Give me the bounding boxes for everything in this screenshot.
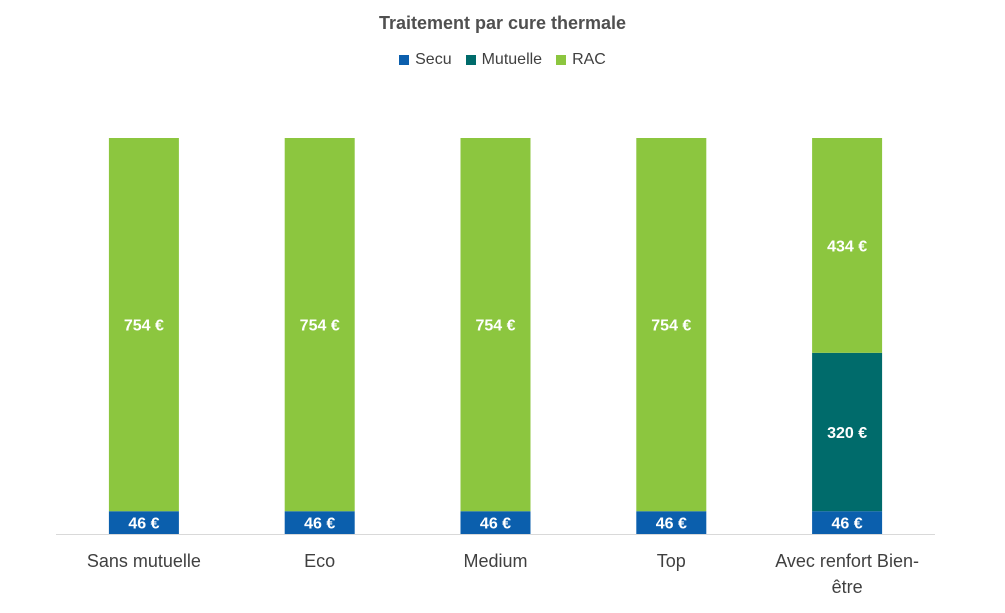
- chart-title: Traitement par cure thermale: [378, 13, 627, 33]
- category-label-2: Medium: [463, 551, 527, 571]
- category-label-4-line-0: Avec renfort Bien-: [775, 551, 919, 571]
- data-label-rac-2: 754 €: [475, 318, 515, 335]
- data-label-secu-3: 46 €: [656, 516, 687, 533]
- data-label-secu-1: 46 €: [304, 516, 335, 533]
- bar-rac-2: [460, 138, 531, 512]
- bar-mutuelle-4: [812, 352, 883, 512]
- bar-secu-2: [460, 511, 531, 534]
- legend-label-rac: RAC: [572, 51, 606, 68]
- category-label-1: Eco: [304, 551, 335, 571]
- legend-item-secu: Secu: [399, 51, 452, 69]
- bar-secu-1: [284, 511, 355, 534]
- legend: Secu Mutuelle RAC: [0, 51, 1005, 69]
- data-label-rac-3: 754 €: [651, 318, 691, 335]
- legend-item-mutuelle: Mutuelle: [465, 51, 543, 69]
- data-label-secu-0: 46 €: [128, 516, 159, 533]
- data-label-rac-4: 434 €: [827, 238, 867, 255]
- legend-label-mutuelle: Mutuelle: [481, 51, 543, 68]
- category-label-4-line-1: être: [832, 577, 863, 597]
- category-label-3: Top: [657, 551, 686, 571]
- legend-item-rac: RAC: [556, 51, 606, 69]
- data-label-secu-2: 46 €: [480, 516, 511, 533]
- data-label-rac-1: 754 €: [300, 318, 340, 335]
- bar-rac-4: [812, 138, 883, 353]
- category-label-0: Sans mutuelle: [87, 551, 201, 571]
- bar-rac-1: [284, 138, 355, 512]
- legend-label-secu: Secu: [415, 51, 452, 68]
- bar-rac-0: [108, 138, 179, 512]
- bar-secu-0: [108, 511, 179, 534]
- bar-secu-3: [636, 511, 707, 534]
- legend-swatch-mutuelle: [465, 55, 476, 65]
- data-label-secu-4: 46 €: [832, 516, 863, 533]
- bar-rac-3: [636, 138, 707, 512]
- data-label-mutuelle-4: 320 €: [827, 425, 867, 442]
- legend-swatch-rac: [556, 55, 567, 65]
- data-label-rac-0: 754 €: [124, 318, 164, 335]
- bar-secu-4: [812, 511, 883, 534]
- legend-swatch-secu: [399, 55, 410, 65]
